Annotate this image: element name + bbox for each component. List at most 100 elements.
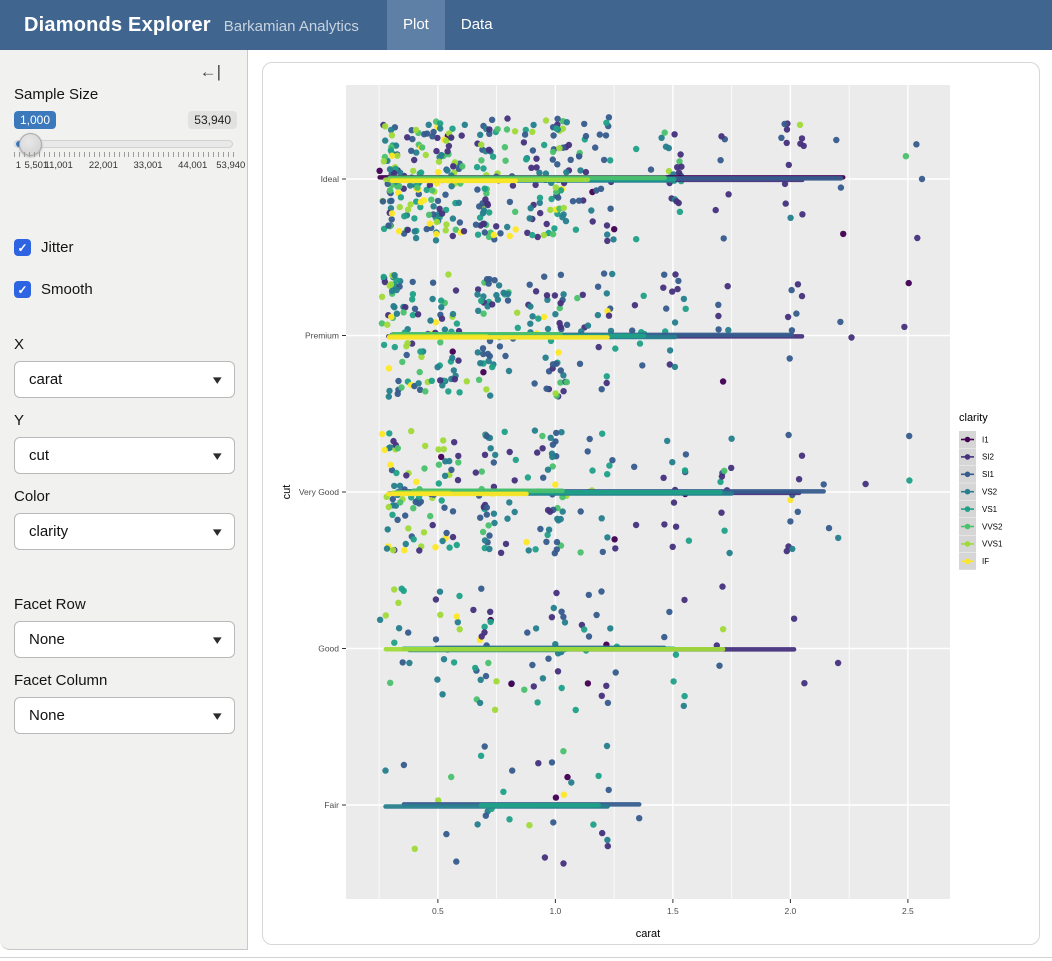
data-point — [546, 508, 554, 515]
data-point — [563, 321, 571, 328]
data-point — [559, 508, 566, 515]
data-point — [541, 141, 548, 149]
data-point — [778, 134, 785, 141]
data-point — [581, 120, 588, 128]
data-point — [388, 132, 396, 139]
data-point — [560, 748, 567, 755]
data-point — [456, 592, 463, 600]
data-point — [439, 537, 446, 545]
data-point — [436, 205, 443, 212]
data-point — [412, 126, 420, 134]
data-point — [550, 819, 557, 826]
data-point — [478, 585, 485, 592]
data-point — [681, 596, 688, 604]
data-point — [600, 270, 608, 277]
data-point — [412, 234, 420, 242]
sample-size-slider[interactable]: 1,000 53,940 1 5,501 11,001 22,001 33,001 44,… — [14, 111, 245, 185]
smooth-checkbox[interactable]: ✓ Smooth — [14, 281, 233, 298]
color-select-label: Color — [14, 488, 50, 505]
slider-track[interactable] — [14, 133, 233, 156]
y-select[interactable]: cut ▾ — [14, 437, 235, 474]
x-tick-label: 2.5 — [902, 906, 914, 916]
facet-row-select[interactable]: None ▾ — [14, 621, 235, 658]
data-point — [437, 611, 444, 618]
data-point — [560, 613, 567, 621]
x-tick-label: 0.5 — [432, 906, 444, 916]
data-point — [384, 526, 391, 533]
data-point — [493, 678, 500, 685]
data-point — [459, 163, 466, 170]
x-select[interactable]: carat ▾ — [14, 361, 235, 398]
data-point — [505, 367, 513, 375]
data-point — [395, 377, 402, 385]
data-point — [478, 141, 485, 148]
data-point — [396, 203, 403, 211]
data-point — [548, 195, 555, 203]
facet-column-select[interactable]: None ▾ — [14, 697, 235, 734]
data-point — [671, 131, 678, 138]
data-point — [603, 682, 610, 689]
data-point — [495, 282, 503, 289]
data-point — [603, 119, 610, 126]
data-point — [557, 367, 564, 374]
data-point — [478, 157, 485, 164]
data-point — [506, 448, 513, 456]
data-point — [603, 373, 610, 380]
data-point — [475, 376, 483, 383]
color-select[interactable]: clarity ▾ — [14, 513, 235, 550]
data-point — [382, 123, 389, 130]
data-point — [798, 135, 806, 142]
slider-tick-ruler — [14, 152, 234, 158]
data-point — [717, 157, 724, 164]
tab-plot[interactable]: Plot — [387, 0, 445, 50]
data-point — [717, 478, 724, 486]
data-point — [395, 227, 403, 235]
data-point — [785, 431, 792, 439]
slider-tick — [163, 152, 165, 157]
data-point — [385, 222, 392, 229]
data-point — [589, 467, 596, 474]
data-point — [560, 860, 567, 867]
sidebar-collapse-icon[interactable]: ←| — [199, 62, 221, 81]
data-point — [534, 449, 541, 456]
slider-handle[interactable] — [19, 133, 42, 156]
data-point — [438, 315, 446, 322]
data-point — [461, 121, 468, 128]
data-point — [418, 353, 425, 360]
data-point — [537, 525, 544, 533]
data-point — [493, 223, 500, 230]
data-point — [486, 209, 493, 216]
data-point — [445, 271, 452, 278]
data-point — [604, 471, 611, 478]
data-point — [474, 821, 481, 828]
data-point — [572, 226, 580, 233]
data-point — [558, 684, 565, 692]
x-select-label: X — [14, 336, 25, 353]
data-point — [670, 678, 677, 685]
data-point — [589, 218, 596, 225]
data-point — [685, 537, 693, 544]
data-point — [788, 327, 796, 334]
data-point — [682, 305, 689, 312]
data-point — [673, 198, 680, 205]
data-point — [455, 199, 462, 206]
legend-key-point — [964, 506, 971, 512]
data-point — [379, 430, 386, 438]
data-point — [594, 283, 602, 290]
slider-tick — [173, 152, 175, 157]
data-point — [660, 284, 667, 291]
data-point — [502, 540, 510, 548]
slider-tick — [233, 152, 234, 157]
data-point — [404, 340, 411, 347]
tab-data[interactable]: Data — [460, 16, 493, 33]
data-point — [543, 292, 551, 299]
data-point — [612, 345, 619, 352]
data-point — [671, 319, 679, 326]
data-point — [825, 524, 833, 532]
data-point — [454, 476, 462, 484]
jitter-checkbox[interactable]: ✓ Jitter — [14, 239, 233, 256]
data-point — [548, 759, 556, 766]
data-point — [449, 533, 457, 541]
data-point — [631, 463, 638, 470]
data-point — [423, 225, 430, 233]
